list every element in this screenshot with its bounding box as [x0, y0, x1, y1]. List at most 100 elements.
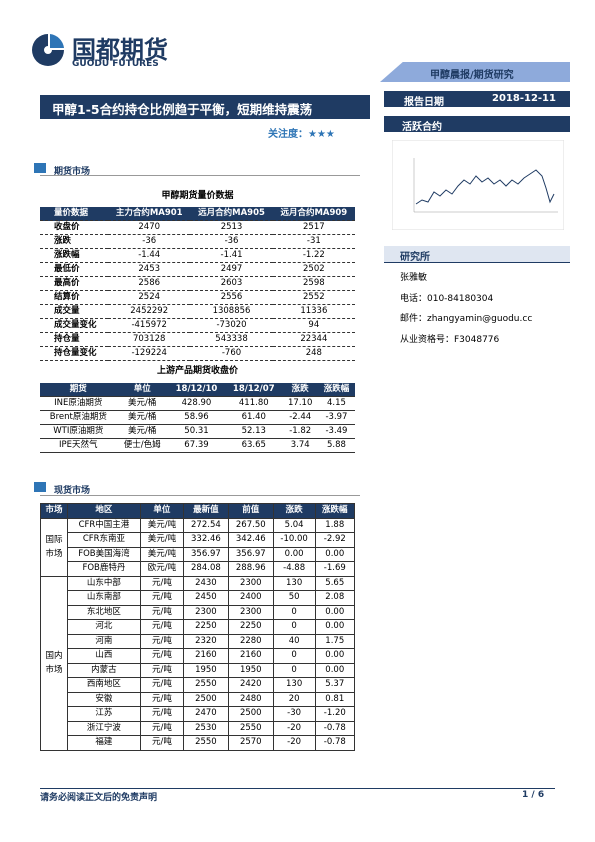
- cell: -31: [272, 234, 355, 249]
- cell: 0.00: [314, 604, 356, 620]
- cell: -3.97: [317, 410, 355, 425]
- header-cell: 18/12/10: [167, 383, 226, 397]
- cell: 2453: [108, 262, 191, 277]
- section-rule: [40, 175, 360, 176]
- cell: 美元/吨: [139, 532, 184, 548]
- cell: 元/吨: [139, 735, 184, 751]
- cell: 美元/桶: [116, 396, 168, 411]
- cell: 2552: [272, 290, 355, 305]
- cell: 美元/吨: [139, 517, 184, 533]
- cell: FOB鹿特丹: [67, 561, 141, 577]
- footer-rule: [40, 788, 555, 789]
- cell: -1.22: [272, 248, 355, 263]
- cell: -36: [108, 234, 191, 249]
- cell: 267.50: [227, 517, 274, 533]
- cell: 0.81: [314, 691, 356, 707]
- cell: 元/吨: [139, 706, 184, 722]
- cell: 东北地区: [67, 604, 141, 620]
- table-title: 上游产品期货收盘价: [156, 366, 238, 376]
- cell: 浙江宁波: [67, 720, 141, 736]
- cell: 2450: [182, 590, 229, 606]
- row: 成交量 2452292 1308856 11336: [40, 304, 355, 319]
- row: 内蒙古 元/吨 1950 1950 0 0.00: [41, 662, 356, 678]
- cell: CFR中国主港: [67, 517, 141, 533]
- cell: 61.40: [225, 410, 283, 425]
- section-rule: [40, 495, 360, 496]
- cell: -10.00: [272, 532, 316, 548]
- row: 东北地区 元/吨 2300 2300 0 0.00: [41, 604, 356, 620]
- cell: 2470: [182, 706, 229, 722]
- header-cell: 单位: [139, 503, 184, 519]
- cell: 2570: [227, 735, 274, 751]
- header-cell: 主力合约MA901: [108, 207, 191, 221]
- cell: 元/吨: [139, 619, 184, 635]
- cell: 河北: [67, 619, 141, 635]
- section-title: 期货市场: [54, 167, 91, 177]
- row: 福建 元/吨 2550 2570 -20 -0.78: [41, 735, 356, 751]
- row: 结算价 2524 2556 2552: [40, 290, 355, 305]
- institute-title: 研究所: [400, 252, 430, 263]
- header-cell: 市场: [40, 503, 68, 519]
- row: 河南 元/吨 2320 2280 40 1.75: [41, 633, 356, 649]
- row: 江苏 元/吨 2470 2500 -30 -1.20: [41, 706, 356, 722]
- row: INE原油期货 美元/桶 428.90 411.80 17.10 4.15: [40, 396, 355, 411]
- cell: 2300: [182, 604, 229, 620]
- cell: 元/吨: [139, 590, 184, 606]
- upstream-table: 期货 单位 18/12/10 18/12/07 涨跌 涨跌幅 INE原油期货 美元/桶 428.…: [40, 383, 355, 453]
- email: 邮件：zhangyamin@guodu.cc: [400, 314, 533, 324]
- cell: FOB美国海湾: [67, 546, 141, 562]
- cell: 1950: [182, 662, 229, 678]
- cell: 2517: [272, 220, 355, 235]
- cell: 0: [272, 604, 316, 620]
- header-cell: 涨跌幅: [314, 503, 356, 519]
- cell: 元/吨: [139, 648, 184, 664]
- logo-en: GUODU FUTURES: [72, 59, 159, 69]
- cell: -20: [272, 720, 316, 736]
- market-cell: 国际市场: [40, 517, 68, 577]
- row: 涨跌 -36 -36 -31: [40, 234, 355, 249]
- cell: 543338: [190, 332, 273, 347]
- cell: 1.88: [314, 517, 356, 533]
- logo-icon: [32, 34, 64, 66]
- cell: 2502: [272, 262, 355, 277]
- header-cell: 期货: [40, 383, 117, 397]
- page-number: 1 / 6: [522, 790, 545, 800]
- cell: 2.08: [314, 590, 356, 606]
- cell: 2550: [182, 677, 229, 693]
- banner-bg: [380, 62, 570, 82]
- cell: INE原油期货: [40, 396, 117, 411]
- cell: -760: [190, 346, 273, 361]
- cell: -0.78: [314, 720, 356, 736]
- cell: 内蒙古: [67, 662, 141, 678]
- cell: 元/吨: [139, 677, 184, 693]
- cell: 元/吨: [139, 662, 184, 678]
- cell: 2280: [227, 633, 274, 649]
- cell: CFR东南亚: [67, 532, 141, 548]
- cell: 2160: [182, 648, 229, 664]
- cell: 山东中部: [67, 575, 141, 591]
- cell: 20: [272, 691, 316, 707]
- cell: -1.69: [314, 561, 356, 577]
- attention: 关注度：★★★: [268, 129, 335, 140]
- logo-cn: 国都期货: [72, 36, 168, 64]
- header-cell: 最新值: [182, 503, 229, 519]
- cell: 0.00: [314, 648, 356, 664]
- cell: 428.90: [167, 396, 226, 411]
- header-row: 量价数据 主力合约MA901 远月合约MA905 远月合约MA909: [40, 207, 355, 221]
- cell: 美元/桶: [116, 410, 168, 425]
- row: 河北 元/吨 2250 2250 0 0.00: [41, 619, 356, 635]
- cell: -415972: [108, 318, 191, 333]
- row: 最高价 2586 2603 2598: [40, 276, 355, 291]
- cell: 703128: [108, 332, 191, 347]
- row: FOB鹿特丹 欧元/吨 284.08 288.96 -4.88 -1.69: [41, 561, 356, 577]
- cell: 1950: [227, 662, 274, 678]
- cell: -3.49: [317, 424, 355, 439]
- cell: 356.97: [227, 546, 274, 562]
- cell: 288.96: [227, 561, 274, 577]
- cell: 332.46: [182, 532, 229, 548]
- cell: 130: [272, 677, 316, 693]
- cell: 成交量变化: [40, 318, 109, 333]
- cell: 元/吨: [139, 575, 184, 591]
- cell: 22344: [272, 332, 355, 347]
- header-cell: 远月合约MA905: [190, 207, 273, 221]
